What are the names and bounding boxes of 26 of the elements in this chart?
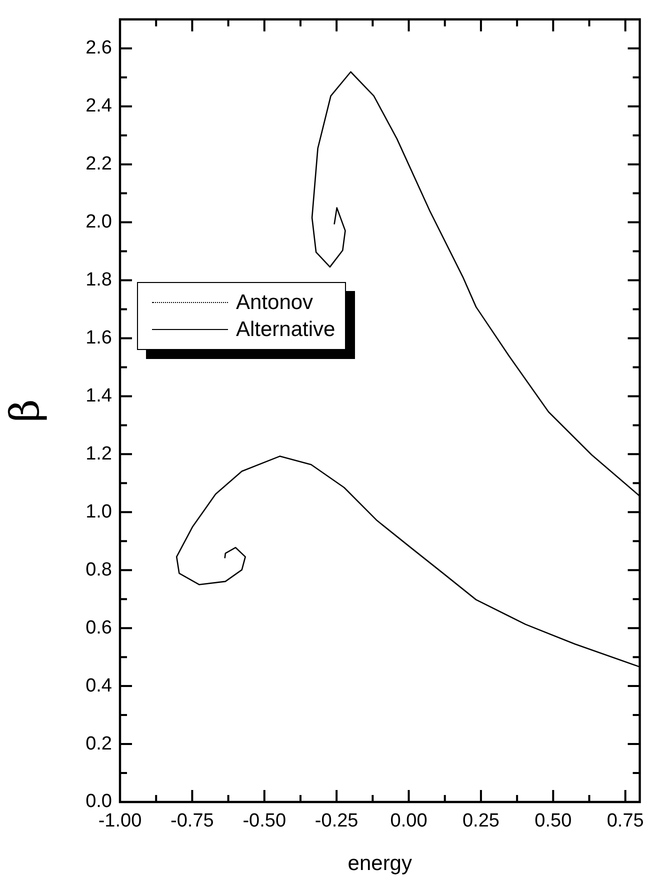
y-tick-label: 2.2 bbox=[86, 154, 112, 175]
y-axis-title: β bbox=[2, 399, 48, 422]
y-tick-label: 0.0 bbox=[86, 791, 112, 812]
x-tick-label: 0.75 bbox=[606, 810, 644, 832]
x-axis-title: energy bbox=[348, 852, 412, 876]
legend-label: Alternative bbox=[236, 318, 336, 342]
y-tick-label: 2.6 bbox=[86, 38, 112, 59]
y-tick-label: 0.2 bbox=[86, 733, 112, 754]
x-tick-label: -0.50 bbox=[242, 810, 286, 832]
y-tick-label: 1.0 bbox=[86, 501, 112, 522]
x-tick-label: -0.25 bbox=[314, 810, 358, 832]
x-tick-label: -0.75 bbox=[170, 810, 214, 832]
legend-label: Antonov bbox=[236, 290, 314, 314]
y-tick-label: 2.0 bbox=[86, 212, 112, 233]
y-tick-label: 1.6 bbox=[86, 327, 112, 348]
y-tick-label: 1.4 bbox=[86, 385, 112, 406]
y-tick-label: 0.4 bbox=[86, 675, 112, 696]
y-tick-label: 0.6 bbox=[86, 617, 112, 638]
y-tick-label: 1.2 bbox=[86, 443, 112, 464]
x-tick-label: -1.00 bbox=[98, 810, 142, 832]
x-tick-label: 0.25 bbox=[462, 810, 500, 832]
y-tick-label: 1.8 bbox=[86, 270, 112, 290]
y-tick-label: 0.8 bbox=[86, 559, 112, 580]
y-tick-label: 2.4 bbox=[86, 96, 112, 117]
x-tick-label: 0.00 bbox=[390, 810, 428, 832]
x-tick-label: 0.50 bbox=[534, 810, 572, 832]
